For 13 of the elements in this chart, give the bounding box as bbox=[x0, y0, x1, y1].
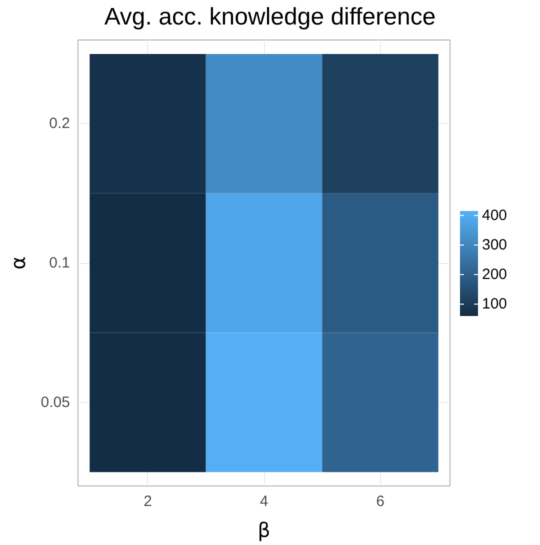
color-bar-label: 200 bbox=[482, 266, 508, 284]
chart-title: Avg. acc. knowledge difference bbox=[104, 4, 436, 30]
y-tick-label: 0.1 bbox=[49, 254, 70, 272]
x-axis-title: β bbox=[258, 518, 270, 542]
color-bar-label: 400 bbox=[482, 206, 508, 224]
y-tick-label: 0.2 bbox=[49, 115, 70, 132]
x-tick-label: 4 bbox=[260, 493, 268, 510]
x-tick-label: 6 bbox=[376, 493, 384, 510]
color-bar-label: 300 bbox=[482, 236, 508, 254]
x-tick-label: 2 bbox=[144, 493, 152, 510]
y-axis-title: α bbox=[6, 256, 30, 270]
color-bar-label: 100 bbox=[482, 296, 508, 313]
y-tick-label: 0.05 bbox=[40, 394, 70, 411]
